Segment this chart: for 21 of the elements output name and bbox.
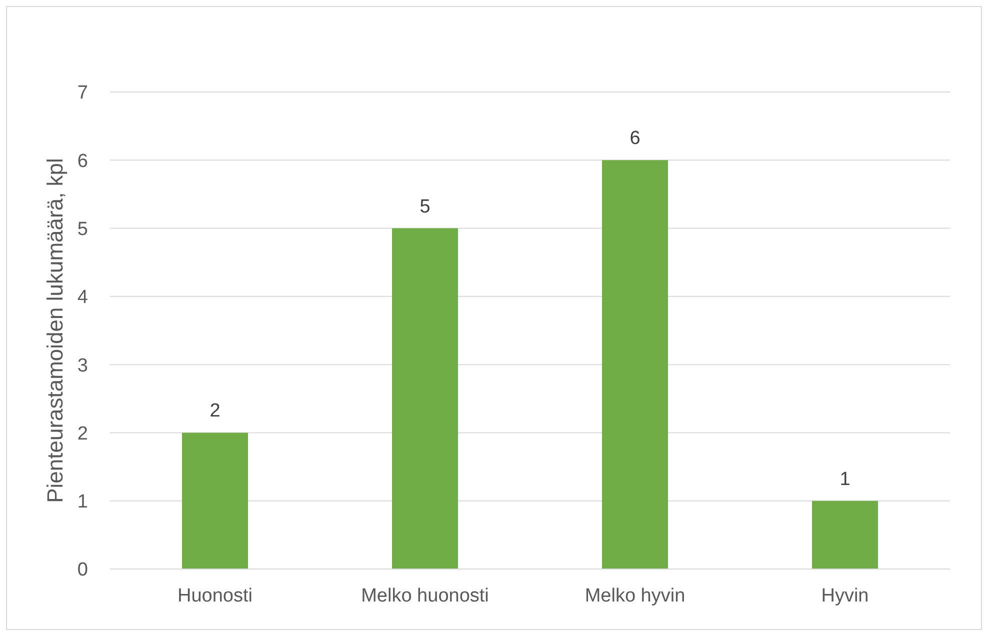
y-tick-label: 1 bbox=[77, 492, 88, 513]
y-tick-label: 4 bbox=[77, 287, 88, 308]
x-tick-label: Huonosti bbox=[178, 585, 252, 606]
y-tick-label: 3 bbox=[77, 355, 88, 376]
y-tick-label: 5 bbox=[77, 219, 88, 240]
bar bbox=[392, 228, 458, 569]
y-tick-label: 2 bbox=[77, 423, 88, 444]
data-label: 6 bbox=[630, 128, 640, 150]
x-tick-label: Hyvin bbox=[821, 585, 869, 606]
data-label: 1 bbox=[840, 468, 850, 490]
x-tick-label: Melko huonosti bbox=[361, 585, 489, 606]
bar bbox=[812, 500, 878, 569]
data-label: 5 bbox=[420, 196, 430, 218]
bar bbox=[182, 432, 248, 569]
x-tick-label: Melko hyvin bbox=[584, 585, 686, 606]
data-label: 2 bbox=[210, 400, 220, 422]
y-axis-title: Pienteurastamoiden lukumäärä, kpl bbox=[42, 158, 68, 503]
y-tick-label: 7 bbox=[77, 82, 88, 104]
y-tick-label: 6 bbox=[77, 150, 88, 172]
bar bbox=[602, 160, 668, 569]
y-tick-label: 0 bbox=[77, 560, 88, 581]
